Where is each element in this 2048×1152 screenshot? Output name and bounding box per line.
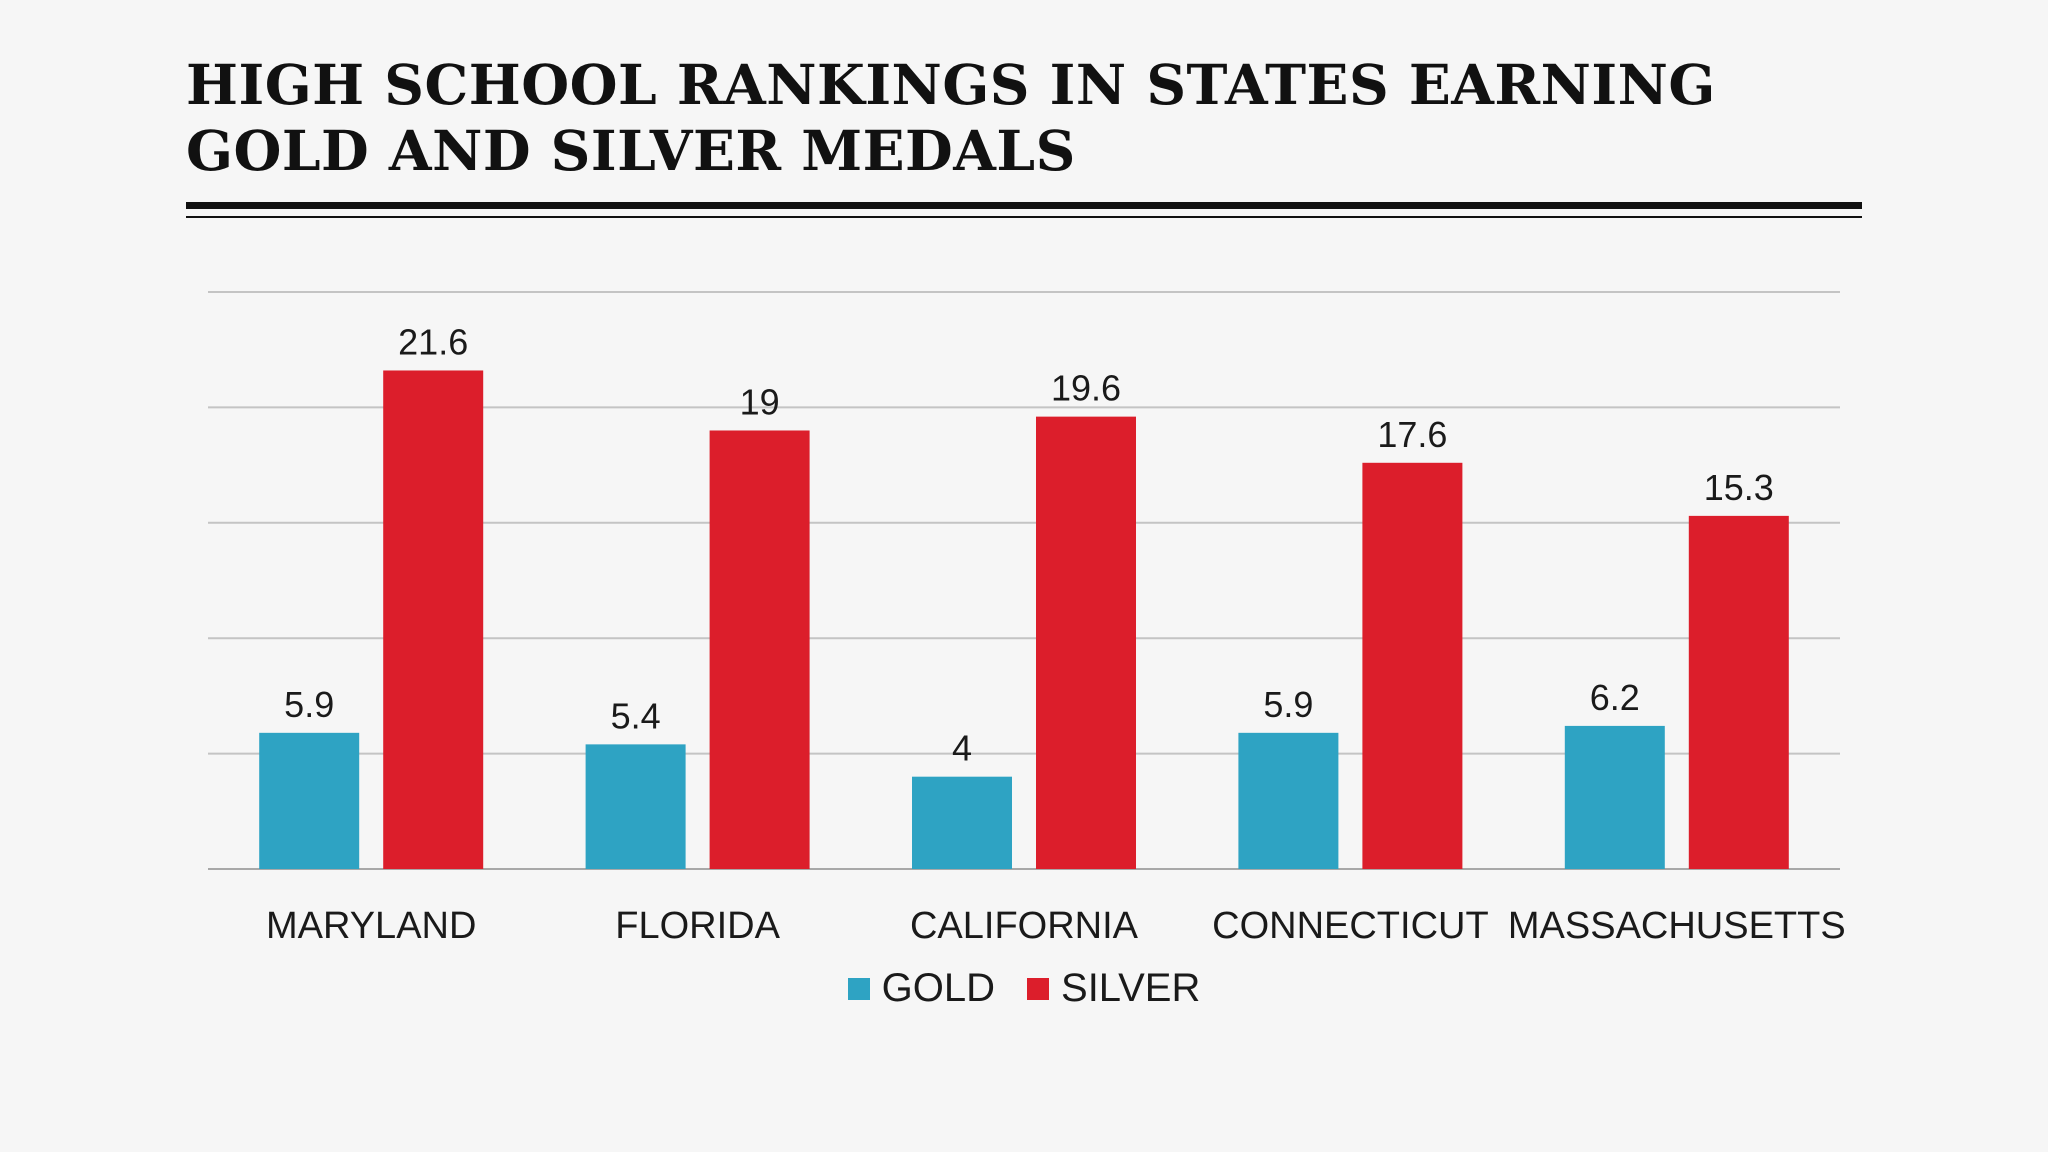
category-label: CONNECTICUT: [1212, 905, 1489, 947]
legend: GOLD SILVER: [0, 966, 2048, 1011]
bars: [259, 370, 1789, 869]
title-rule-thick: [186, 202, 1862, 209]
bar-gold-maryland: [259, 732, 360, 869]
bar-silver-california: [1036, 416, 1136, 869]
legend-item-silver: SILVER: [1027, 966, 1200, 1011]
value-label: 15.3: [1704, 467, 1774, 508]
value-label: 5.4: [611, 695, 661, 736]
category-labels: MARYLAND FLORIDA CALIFORNIA CONNECTICUT MASS…: [266, 905, 1846, 947]
value-label: 17.6: [1377, 414, 1447, 455]
legend-swatch-gold: [847, 977, 870, 1000]
value-labels: 5.9 21.6 5.4 19 4 19.6 5.9 17.6 6.2 15.3: [284, 321, 1774, 768]
bar-silver-maryland: [383, 370, 484, 869]
legend-label-gold: GOLD: [881, 966, 996, 1010]
bar-gold-connecticut: [1238, 732, 1339, 869]
category-label: FLORIDA: [615, 905, 780, 947]
bar-gold-florida: [585, 744, 686, 869]
category-label: CALIFORNIA: [910, 905, 1139, 947]
bar-gold-massachusetts: [1564, 725, 1665, 869]
value-label: 5.9: [284, 684, 334, 725]
value-label: 4: [952, 728, 972, 769]
value-label: 5.9: [1263, 684, 1313, 725]
legend-item-gold: GOLD: [847, 966, 996, 1011]
value-label: 19.6: [1051, 368, 1121, 409]
value-label: 21.6: [398, 321, 468, 362]
value-label: 6.2: [1590, 677, 1640, 718]
category-label: MARYLAND: [266, 905, 476, 947]
legend-label-silver: SILVER: [1061, 966, 1201, 1010]
legend-swatch-silver: [1027, 977, 1050, 1000]
category-label: MASSACHUSETTS: [1508, 905, 1846, 947]
chart-title: HIGH SCHOOL RANKINGS IN STATES EARNING G…: [186, 52, 1716, 183]
bar-silver-massachusetts: [1688, 515, 1789, 869]
bar-silver-florida: [709, 430, 810, 869]
bar-gold-california: [912, 776, 1012, 869]
value-label: 19: [740, 381, 780, 422]
title-rule-thin: [186, 216, 1862, 218]
bar-silver-connecticut: [1362, 462, 1463, 869]
